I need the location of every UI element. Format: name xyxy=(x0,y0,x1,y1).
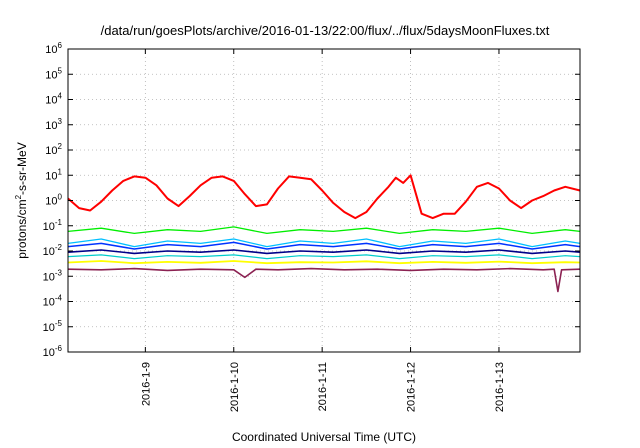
y-tick-label: 10-1 xyxy=(43,218,63,233)
y-tick-label: 10-4 xyxy=(43,294,63,309)
y-tick-label: 103 xyxy=(45,117,62,132)
y-tick-label: 10-5 xyxy=(43,319,63,334)
y-axis-label: protons/cm2-s-sr-MeV xyxy=(14,142,29,258)
y-tick-label: 104 xyxy=(45,92,62,107)
series-line xyxy=(67,260,581,265)
series-line xyxy=(67,241,581,250)
y-axis-label-sup: 2 xyxy=(14,194,23,199)
x-axis-ticks: 2016-1-9 2016-1-10 2016-1-11 2016-1-12 2016-… xyxy=(140,49,506,412)
x-tick-label: 2016-1-13 xyxy=(494,362,506,412)
x-tick-label: 2016-1-9 xyxy=(140,362,152,406)
y-axis-ticks: 106 105 104 103 102 101 100 10-1 10-2 10-3 10-4 10-… xyxy=(43,41,580,359)
y-tick-label: 10-2 xyxy=(43,243,63,258)
x-tick-label: 2016-1-11 xyxy=(317,362,329,411)
y-tick-label: 105 xyxy=(45,66,62,81)
x-tick-label: 2016-1-10 xyxy=(229,362,241,412)
y-tick-label: 10-6 xyxy=(43,344,63,359)
y-tick-label: 100 xyxy=(45,193,62,208)
x-axis-label: Coordinated Universal Time (UTC) xyxy=(232,430,416,444)
y-tick-label: 101 xyxy=(45,167,62,182)
chart-title: /data/run/goesPlots/archive/2016-01-13/2… xyxy=(101,23,550,38)
series-line xyxy=(67,238,581,248)
grid-lines xyxy=(68,49,580,352)
y-axis-label-rest: -s-sr-MeV xyxy=(15,142,29,195)
x-tick-label: 2016-1-12 xyxy=(406,362,418,412)
y-tick-label: 10-3 xyxy=(43,268,63,283)
y-axis-label-base: protons/cm xyxy=(15,199,29,258)
series-line xyxy=(67,267,581,293)
series-line xyxy=(67,174,581,220)
series-line xyxy=(67,249,581,255)
y-tick-label: 106 xyxy=(45,41,62,56)
y-tick-label: 102 xyxy=(45,142,62,157)
series-line xyxy=(67,254,581,260)
series-layer xyxy=(67,174,581,293)
series-line xyxy=(67,226,581,235)
plot-area: 106 105 104 103 102 101 100 10-1 10-2 10-3 10-4 10-… xyxy=(43,41,581,412)
